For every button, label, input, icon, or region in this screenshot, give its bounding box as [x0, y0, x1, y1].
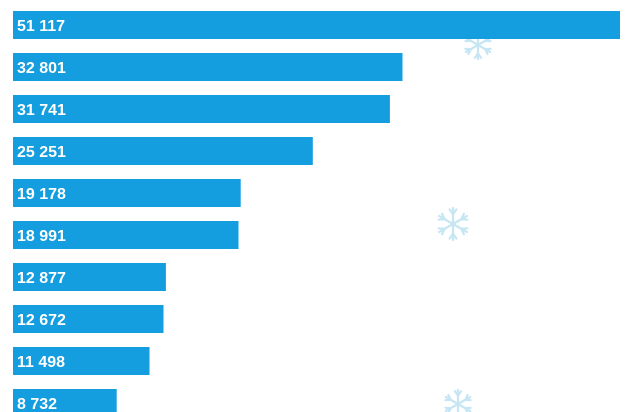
bar-value-label-1: 51 117 — [17, 18, 65, 35]
bar-3 — [13, 95, 390, 123]
bar-10 — [13, 389, 117, 412]
bar-value-label-2: 32 801 — [17, 60, 66, 77]
bar-value-label-3: 31 741 — [17, 102, 66, 119]
bar-value-label-10: 8 732 — [17, 396, 57, 412]
bar-6 — [13, 221, 239, 249]
bar-value-label-5: 19 178 — [17, 186, 66, 203]
decoration-layer — [437, 29, 492, 412]
bar-4 — [13, 137, 313, 165]
bar-8 — [13, 305, 164, 333]
bar-2 — [13, 53, 403, 81]
bar-7 — [13, 263, 166, 291]
bar-value-label-8: 12 672 — [17, 312, 66, 329]
bar-value-label-7: 12 877 — [17, 270, 66, 287]
bar-1 — [13, 11, 620, 39]
snowflake-icon — [444, 388, 472, 412]
bar-value-label-4: 25 251 — [17, 144, 66, 161]
bars-layer: 51 117 32 801 31 741 25 251 19 178 18 991 12 8… — [13, 11, 620, 412]
bar-5 — [13, 179, 241, 207]
snowflake-icon — [437, 206, 469, 242]
bar-value-label-6: 18 991 — [17, 228, 66, 245]
bar-9 — [13, 347, 150, 375]
bar-value-label-9: 11 498 — [17, 354, 65, 371]
